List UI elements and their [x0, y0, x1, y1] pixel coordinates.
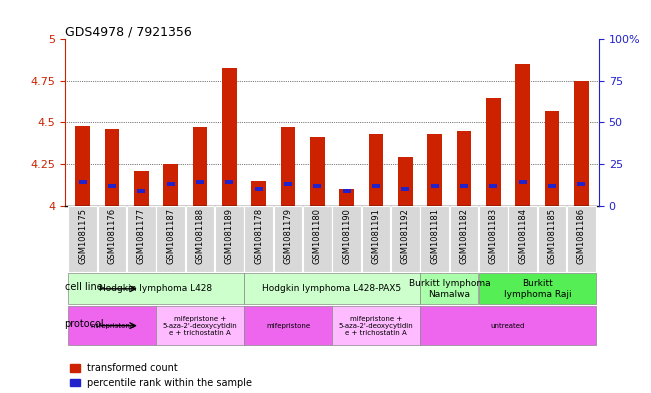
FancyBboxPatch shape: [508, 206, 537, 272]
Bar: [490, 184, 497, 188]
Bar: [519, 180, 527, 184]
Bar: [255, 187, 263, 191]
Bar: [574, 81, 589, 206]
Text: mifepristone +
5-aza-2'-deoxycytidin
e + trichostatin A: mifepristone + 5-aza-2'-deoxycytidin e +…: [163, 316, 238, 336]
FancyBboxPatch shape: [215, 206, 243, 272]
FancyBboxPatch shape: [127, 206, 156, 272]
FancyBboxPatch shape: [332, 306, 420, 345]
Bar: [310, 138, 325, 206]
Text: GSM1081186: GSM1081186: [577, 208, 586, 264]
Bar: [167, 182, 174, 186]
FancyBboxPatch shape: [244, 273, 420, 305]
FancyBboxPatch shape: [244, 206, 273, 272]
Text: GSM1081182: GSM1081182: [460, 208, 469, 264]
Bar: [134, 171, 148, 206]
Bar: [163, 164, 178, 206]
Text: GSM1081184: GSM1081184: [518, 208, 527, 264]
Text: mifepristone: mifepristone: [90, 323, 134, 329]
Text: Hodgkin lymphoma L428-PAX5: Hodgkin lymphoma L428-PAX5: [262, 284, 402, 293]
Bar: [577, 182, 585, 186]
Text: GSM1081183: GSM1081183: [489, 208, 498, 264]
FancyBboxPatch shape: [421, 206, 449, 272]
Text: GSM1081187: GSM1081187: [166, 208, 175, 264]
Text: GSM1081179: GSM1081179: [284, 208, 292, 264]
Bar: [137, 189, 145, 193]
Text: GSM1081190: GSM1081190: [342, 208, 351, 264]
Bar: [430, 184, 439, 188]
Text: GSM1081181: GSM1081181: [430, 208, 439, 264]
Text: GSM1081180: GSM1081180: [313, 208, 322, 264]
FancyBboxPatch shape: [68, 206, 97, 272]
Text: Burkitt
lymphoma Raji: Burkitt lymphoma Raji: [503, 279, 571, 299]
Bar: [398, 158, 413, 206]
Bar: [222, 68, 237, 206]
Bar: [460, 184, 468, 188]
Bar: [313, 184, 322, 188]
Bar: [251, 181, 266, 206]
Bar: [281, 127, 296, 206]
FancyBboxPatch shape: [273, 206, 302, 272]
FancyBboxPatch shape: [244, 306, 332, 345]
Text: GSM1081191: GSM1081191: [372, 208, 380, 264]
Bar: [284, 182, 292, 186]
Bar: [225, 180, 234, 184]
Bar: [368, 134, 383, 206]
Bar: [427, 134, 442, 206]
Text: protocol: protocol: [64, 319, 104, 329]
Bar: [545, 111, 559, 206]
Bar: [342, 189, 351, 193]
Bar: [79, 180, 87, 184]
FancyBboxPatch shape: [156, 206, 185, 272]
FancyBboxPatch shape: [421, 306, 596, 345]
Legend: transformed count, percentile rank within the sample: transformed count, percentile rank withi…: [70, 363, 253, 388]
Text: GSM1081188: GSM1081188: [195, 208, 204, 264]
Text: GSM1081185: GSM1081185: [547, 208, 557, 264]
Text: Hodgkin lymphoma L428: Hodgkin lymphoma L428: [100, 284, 213, 293]
Text: Burkitt lymphoma
Namalwa: Burkitt lymphoma Namalwa: [409, 279, 490, 299]
Bar: [372, 184, 380, 188]
Text: GSM1081192: GSM1081192: [401, 208, 410, 264]
Bar: [548, 184, 556, 188]
Text: GDS4978 / 7921356: GDS4978 / 7921356: [65, 25, 192, 38]
Text: untreated: untreated: [491, 323, 525, 329]
Text: GSM1081189: GSM1081189: [225, 208, 234, 264]
Text: mifepristone: mifepristone: [266, 323, 310, 329]
FancyBboxPatch shape: [68, 273, 243, 305]
Bar: [193, 127, 208, 206]
Bar: [516, 64, 530, 206]
Bar: [486, 97, 501, 206]
Text: GSM1081176: GSM1081176: [107, 208, 117, 264]
Bar: [196, 180, 204, 184]
Bar: [456, 131, 471, 206]
FancyBboxPatch shape: [332, 206, 361, 272]
Bar: [108, 184, 116, 188]
FancyBboxPatch shape: [303, 206, 332, 272]
FancyBboxPatch shape: [98, 206, 126, 272]
FancyBboxPatch shape: [479, 273, 596, 305]
Bar: [76, 126, 90, 206]
FancyBboxPatch shape: [450, 206, 478, 272]
Text: mifepristone +
5-aza-2'-deoxycytidin
e + trichostatin A: mifepristone + 5-aza-2'-deoxycytidin e +…: [339, 316, 413, 336]
FancyBboxPatch shape: [186, 206, 214, 272]
FancyBboxPatch shape: [567, 206, 596, 272]
Bar: [339, 189, 354, 206]
FancyBboxPatch shape: [421, 273, 478, 305]
FancyBboxPatch shape: [479, 206, 508, 272]
FancyBboxPatch shape: [538, 206, 566, 272]
FancyBboxPatch shape: [156, 306, 243, 345]
Text: GSM1081175: GSM1081175: [78, 208, 87, 264]
Bar: [105, 129, 119, 206]
FancyBboxPatch shape: [362, 206, 391, 272]
Bar: [401, 187, 409, 191]
FancyBboxPatch shape: [68, 306, 156, 345]
Text: GSM1081177: GSM1081177: [137, 208, 146, 264]
Text: cell line: cell line: [64, 282, 102, 292]
FancyBboxPatch shape: [391, 206, 420, 272]
Text: GSM1081178: GSM1081178: [254, 208, 263, 264]
